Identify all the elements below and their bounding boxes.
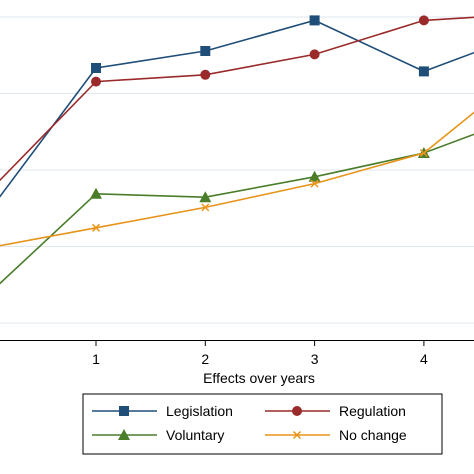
legend: Legislation Regulation Voluntary No change: [82, 393, 443, 455]
data-point-legislation: [200, 46, 211, 56]
legend-label-voluntary: Voluntary: [166, 427, 224, 443]
x-tick-label: 2: [201, 351, 209, 367]
legend-box: [82, 393, 443, 455]
data-point-no-change: [310, 179, 319, 188]
series-no-change: [0, 111, 474, 247]
series-legislation: [0, 15, 474, 198]
legend-item-voluntary: Voluntary: [92, 427, 224, 443]
data-point-regulation: [309, 49, 320, 60]
data-point-regulation: [418, 15, 429, 26]
data-point-legislation: [91, 63, 101, 73]
legend-item-legislation: Legislation: [92, 403, 233, 419]
legend-label-no-change: No change: [339, 427, 407, 443]
data-point-voluntary: [90, 187, 102, 199]
data-point-legislation: [309, 15, 320, 26]
data-point-voluntary: [199, 191, 212, 203]
x-axis-ticks: 1 2 3 4: [92, 340, 428, 367]
data-point-no-change: [419, 148, 428, 158]
legend-marker-voluntary: [118, 429, 130, 440]
data-point-legislation: [418, 66, 429, 77]
series-layer: [0, 15, 474, 285]
legend-label-legislation: Legislation: [166, 403, 233, 419]
data-point-no-change: [91, 223, 101, 232]
x-tick-label: 1: [92, 351, 100, 367]
legend-item-no-change: No change: [265, 427, 407, 443]
data-point-voluntary: [308, 170, 321, 182]
legend-marker-no-change: [292, 430, 302, 440]
legend-marker-regulation: [292, 406, 302, 416]
data-point-no-change: [201, 203, 210, 212]
series-line-legislation: [0, 19, 474, 198]
legend-item-regulation: Regulation: [265, 403, 406, 419]
x-tick-label: 4: [420, 351, 428, 367]
data-point-regulation: [91, 76, 101, 87]
series-line-voluntary: [0, 133, 474, 285]
series-line-no-change: [0, 111, 474, 247]
x-axis-title: Effects over years: [203, 370, 315, 386]
legend-marker-legislation: [119, 406, 129, 416]
series-regulation: [0, 15, 474, 182]
data-point-regulation: [200, 69, 211, 80]
x-tick-label: 3: [311, 351, 319, 367]
legend-label-regulation: Regulation: [339, 403, 406, 419]
series-line-regulation: [0, 16, 474, 182]
plot-area: [0, 22, 474, 340]
gridlines: [0, 16, 474, 324]
